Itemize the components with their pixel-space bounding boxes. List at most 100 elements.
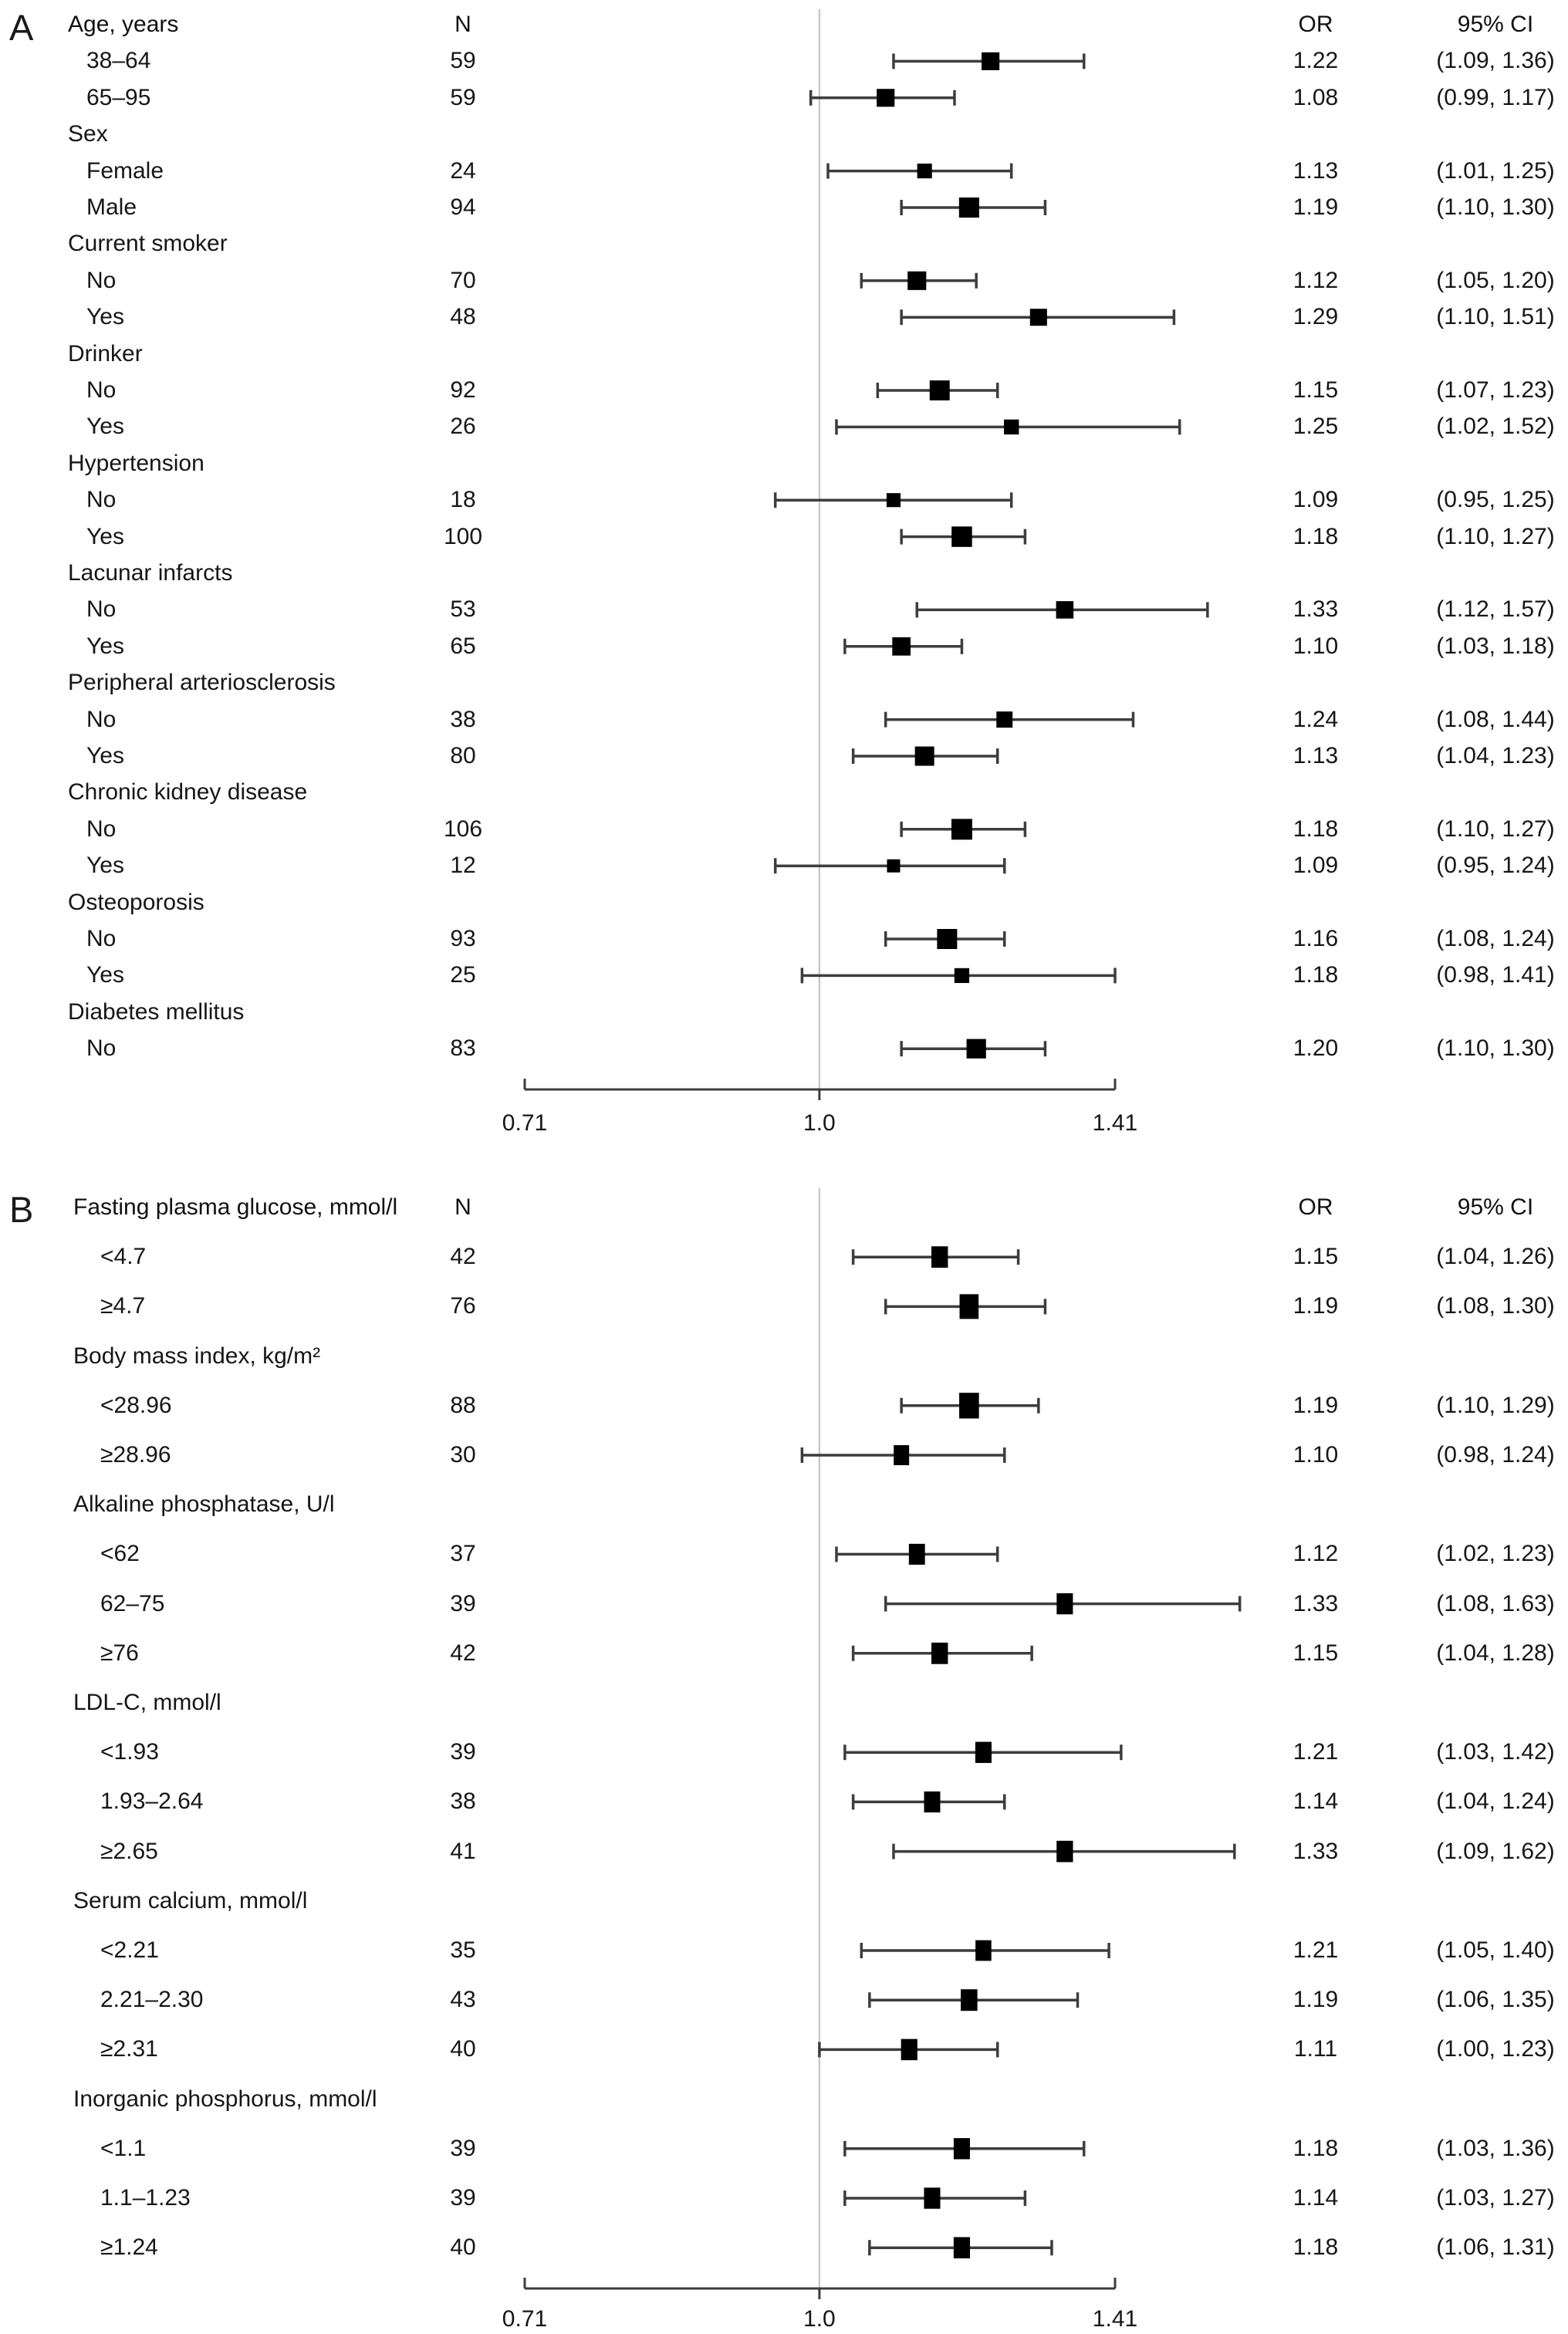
or-marker: [914, 746, 934, 766]
n-column-header: N: [455, 1194, 471, 1220]
row-label: Male: [86, 194, 137, 220]
group-label: Peripheral arteriosclerosis: [68, 670, 336, 696]
row-ci-value: (1.08, 1.30): [1436, 1293, 1555, 1319]
row-or-value: 1.19: [1293, 1987, 1339, 2013]
group-label: Drinker: [68, 340, 143, 366]
row-label: Yes: [86, 853, 124, 879]
row-ci-value: (1.06, 1.31): [1436, 2234, 1555, 2261]
or-marker: [954, 968, 970, 984]
row-label: ≥2.31: [100, 2036, 158, 2062]
row-n-value: 30: [450, 1442, 476, 1468]
row-ci-value: (1.03, 1.18): [1436, 633, 1555, 659]
row-n-value: 93: [450, 926, 476, 951]
row-or-value: 1.14: [1293, 1788, 1339, 1815]
row-label: No: [86, 816, 117, 842]
row-or-value: 1.21: [1293, 1937, 1339, 1963]
or-marker: [959, 1294, 979, 1319]
row-or-value: 1.12: [1293, 1541, 1339, 1567]
row-or-value: 1.11: [1293, 2036, 1338, 2062]
row-ci-value: (1.12, 1.57): [1436, 596, 1555, 623]
row-n-value: 80: [450, 743, 476, 768]
or-column-header: OR: [1298, 12, 1333, 37]
or-marker: [908, 1543, 925, 1565]
row-or-value: 1.18: [1293, 2135, 1339, 2161]
row-n-value: 39: [450, 1590, 476, 1616]
row-n-value: 37: [450, 1541, 476, 1567]
row-or-value: 1.29: [1293, 304, 1339, 330]
or-marker: [1004, 419, 1019, 435]
row-or-value: 1.24: [1293, 706, 1339, 732]
row-n-value: 38: [450, 1788, 476, 1815]
or-marker: [892, 637, 911, 656]
or-marker: [996, 711, 1013, 728]
row-label: <4.7: [100, 1244, 147, 1270]
row-label: ≥4.7: [100, 1293, 146, 1319]
x-axis-tick-label: 1.0: [803, 2306, 836, 2332]
row-ci-value: (1.08, 1.63): [1436, 1590, 1555, 1616]
row-n-value: 26: [450, 414, 476, 440]
row-label: 2.21–2.30: [100, 1987, 204, 2013]
row-ci-value: (1.10, 1.27): [1436, 523, 1555, 549]
row-or-value: 1.21: [1293, 1739, 1339, 1765]
row-or-value: 1.18: [1293, 523, 1339, 549]
row-label: <28.96: [100, 1392, 172, 1418]
row-n-value: 100: [443, 523, 483, 549]
row-or-value: 1.19: [1293, 1392, 1339, 1418]
row-ci-value: (1.05, 1.40): [1436, 1937, 1555, 1963]
or-marker: [901, 2038, 917, 2061]
or-marker: [931, 1246, 948, 1268]
row-ci-value: (1.09, 1.36): [1436, 48, 1555, 74]
panel-a: A Age, years N OR 95% CI 38–64 59 1.22 (1.09, 1…: [0, 0, 1568, 1157]
panel-a-letter: A: [9, 7, 34, 48]
x-axis-tick-label: 1.0: [803, 1110, 836, 1136]
row-label: 65–95: [86, 84, 151, 110]
row-n-value: 40: [450, 2234, 476, 2261]
row-ci-value: (1.09, 1.62): [1436, 1838, 1555, 1864]
row-label: 1.1–1.23: [100, 2185, 191, 2211]
row-or-value: 1.18: [1293, 816, 1339, 842]
or-marker: [1056, 601, 1074, 619]
row-ci-value: (0.95, 1.24): [1436, 853, 1555, 879]
row-n-value: 25: [450, 962, 476, 988]
group-label: Chronic kidney disease: [68, 779, 308, 806]
row-n-value: 40: [450, 2036, 476, 2062]
row-label: No: [86, 487, 117, 513]
row-n-value: 59: [450, 48, 476, 74]
or-marker: [953, 2237, 971, 2258]
row-label: ≥76: [100, 1640, 139, 1666]
row-ci-value: (1.10, 1.27): [1436, 816, 1555, 842]
or-marker: [966, 1039, 986, 1059]
row-n-value: 76: [450, 1293, 476, 1319]
row-or-value: 1.19: [1293, 1293, 1339, 1319]
row-n-value: 24: [450, 157, 476, 184]
row-label: No: [86, 706, 117, 732]
row-label: Yes: [86, 962, 124, 988]
row-or-value: 1.19: [1293, 194, 1339, 220]
group-label: Sex: [68, 121, 108, 147]
group-label: Alkaline phosphatase, U/l: [73, 1491, 335, 1518]
or-column-header: OR: [1298, 1194, 1333, 1220]
row-n-value: 41: [450, 1838, 476, 1864]
row-n-value: 12: [450, 853, 476, 879]
row-label: ≥28.96: [100, 1442, 171, 1468]
row-label: 38–64: [86, 48, 151, 74]
group-header-label: Fasting plasma glucose, mmol/l: [73, 1194, 398, 1220]
or-marker: [1029, 309, 1047, 326]
row-n-value: 18: [450, 487, 476, 513]
row-n-value: 83: [450, 1035, 476, 1062]
x-axis-tick-label: 1.41: [1092, 1110, 1138, 1136]
row-ci-value: (0.95, 1.25): [1436, 487, 1555, 513]
row-n-value: 94: [450, 194, 476, 220]
row-ci-value: (1.07, 1.23): [1436, 377, 1555, 403]
x-axis-tick-label: 1.41: [1092, 2306, 1138, 2332]
or-marker: [894, 1445, 910, 1465]
or-marker: [953, 2138, 970, 2160]
row-label: Female: [86, 157, 164, 184]
or-marker: [886, 493, 901, 508]
row-n-value: 53: [450, 596, 476, 623]
row-or-value: 1.10: [1293, 633, 1339, 659]
or-marker: [907, 271, 927, 290]
row-or-value: 1.22: [1293, 48, 1339, 74]
row-ci-value: (1.00, 1.23): [1436, 2036, 1555, 2062]
